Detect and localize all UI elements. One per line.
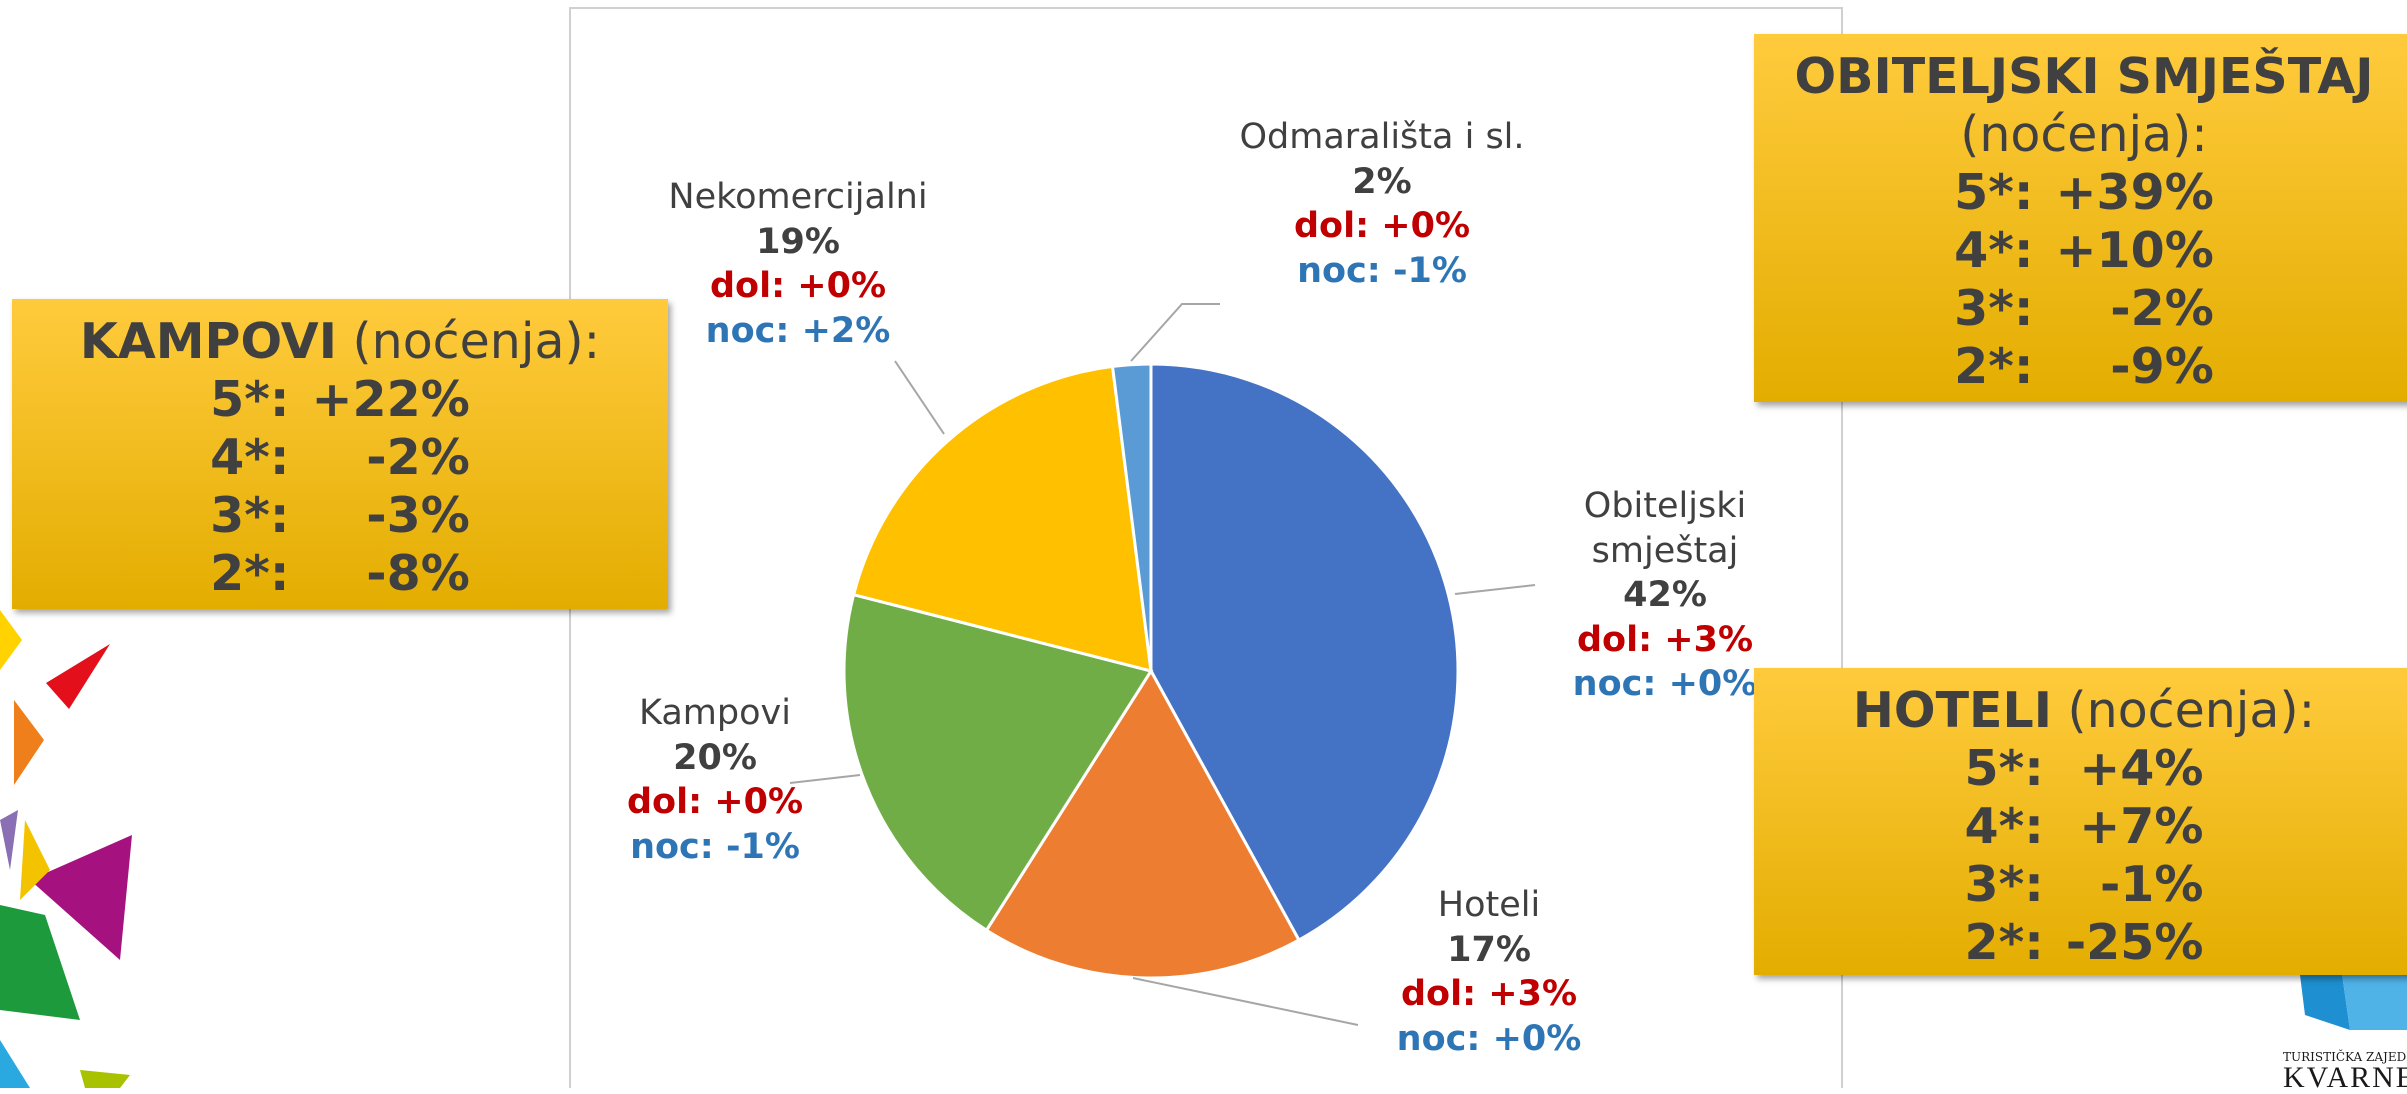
info-box: HOTELI (noćenja): 5*: +4% 4*: +7% 3*: -1% 2*: -2… (1754, 668, 2407, 975)
data-label: Odmarališta i sl. 2% dol: +0% noc: -1% (1212, 115, 1552, 293)
box-subtitle: (noćenja): (352, 313, 601, 370)
noc-label: noc: +0% (1396, 1018, 1582, 1059)
row-change: +4% (2079, 740, 2204, 797)
row-stars: 3*: (210, 487, 290, 544)
box-rows: 5*: +39% 4*: +10% 3*: -2% 2*: -9% (1754, 164, 2407, 396)
leader-line (1454, 584, 1536, 595)
data-label: Obiteljski smještaj 42% dol: +3% noc: +0% (1545, 484, 1785, 707)
row-change: +10% (2055, 222, 2214, 279)
row-change: +22% (311, 371, 470, 428)
noc-label: noc: -1% (630, 826, 800, 867)
leader-line (789, 774, 861, 784)
info-box: KAMPOVI (noćenja): 5*: +22% 4*: -2% 3*: -3% 2*:… (12, 299, 668, 609)
row-change: -2% (2110, 280, 2214, 337)
box-heading: HOTELI (noćenja): (1754, 682, 2407, 740)
info-box: OBITELJSKI SMJEŠTAJ (noćenja): 5*: +39% 4*: +… (1754, 34, 2407, 402)
row-stars: 2*: (210, 545, 290, 602)
box-subtitle: (noćenja): (2067, 682, 2316, 739)
decor-triangle (0, 905, 80, 1020)
pie-slice (1110, 362, 1153, 672)
decor-triangle (20, 820, 50, 900)
row-change: -1% (2099, 856, 2204, 913)
logo: TURISTIČKA ZAJEDN KVARNE (2283, 1050, 2407, 1093)
row-change: -25% (2065, 914, 2204, 971)
value-label: 20% (673, 737, 757, 778)
value-label: 2% (1352, 161, 1412, 202)
value-label: 42% (1623, 575, 1707, 615)
dol-label: dol: +3% (1576, 619, 1754, 660)
leader-line (1132, 977, 1359, 1026)
data-label: Hoteli 17% dol: +3% noc: +0% (1339, 883, 1639, 1061)
row-stars: 3*: (1954, 280, 2034, 337)
row-change: -2% (366, 429, 470, 486)
box-heading: OBITELJSKI SMJEŠTAJ (noćenja): (1754, 48, 2407, 164)
row-stars: 5*: (1964, 740, 2044, 797)
box-subtitle: (noćenja): (1960, 106, 2208, 163)
category-label: Nekomercijalni (668, 177, 928, 217)
row-stars: 5*: (210, 371, 290, 428)
row-stars: 2*: (1964, 914, 2044, 971)
box-rows: 5*: +4% 4*: +7% 3*: -1% 2*: -25% (1754, 740, 2407, 972)
value-label: 19% (756, 221, 840, 262)
dol-label: dol: +3% (1400, 974, 1578, 1014)
row-change: +7% (2079, 798, 2204, 855)
noc-label: noc: +0% (1572, 664, 1758, 704)
row-change: -9% (2110, 338, 2214, 395)
pie-slice (1149, 362, 1460, 943)
leader-line (1130, 303, 1220, 362)
value-label: 17% (1447, 929, 1531, 970)
row-change: +39% (2055, 164, 2214, 221)
box-title: OBITELJSKI SMJEŠTAJ (1794, 48, 2374, 105)
pie-slice (842, 592, 1154, 933)
box-title: KAMPOVI (79, 313, 337, 370)
category-label: Hoteli (1437, 885, 1541, 925)
decor-triangle (0, 810, 18, 870)
decor-triangle (0, 1040, 30, 1088)
row-stars: 4*: (1954, 222, 2034, 279)
row-change: -8% (366, 545, 470, 602)
row-stars: 3*: (1964, 856, 2044, 913)
row-change: -3% (366, 487, 470, 544)
category-label: Obiteljski smještaj (1583, 486, 1747, 571)
pie-slice (851, 364, 1153, 674)
decor-triangle (80, 1070, 130, 1088)
row-stars: 4*: (210, 429, 290, 486)
logo-top: TURISTIČKA ZAJEDN (2283, 1050, 2407, 1064)
box-heading: KAMPOVI (noćenja): (12, 313, 668, 371)
box-title: HOTELI (1852, 682, 2052, 739)
noc-label: noc: +2% (705, 310, 891, 351)
decor-triangle (0, 610, 22, 670)
pie-slice (984, 668, 1301, 980)
data-label: Kampovi 20% dol: +0% noc: -1% (565, 691, 865, 869)
decor-triangle (30, 835, 132, 960)
box-rows: 5*: +22% 4*: -2% 3*: -3% 2*: -8% (12, 371, 668, 603)
leader-line (894, 360, 945, 435)
noc-label: noc: -1% (1297, 250, 1467, 291)
category-label: Odmarališta i sl. (1239, 117, 1525, 157)
row-stars: 2*: (1954, 338, 2034, 395)
dol-label: dol: +0% (709, 266, 887, 306)
data-label: Nekomercijalni 19% dol: +0% noc: +2% (648, 175, 948, 353)
logo-mark (2300, 960, 2350, 1030)
decor-triangle (14, 700, 44, 785)
row-stars: 4*: (1964, 798, 2044, 855)
dol-label: dol: +0% (626, 782, 804, 822)
dol-label: dol: +0% (1293, 206, 1471, 246)
category-label: Kampovi (639, 693, 791, 733)
row-stars: 5*: (1954, 164, 2034, 221)
decor-triangle (46, 644, 110, 709)
